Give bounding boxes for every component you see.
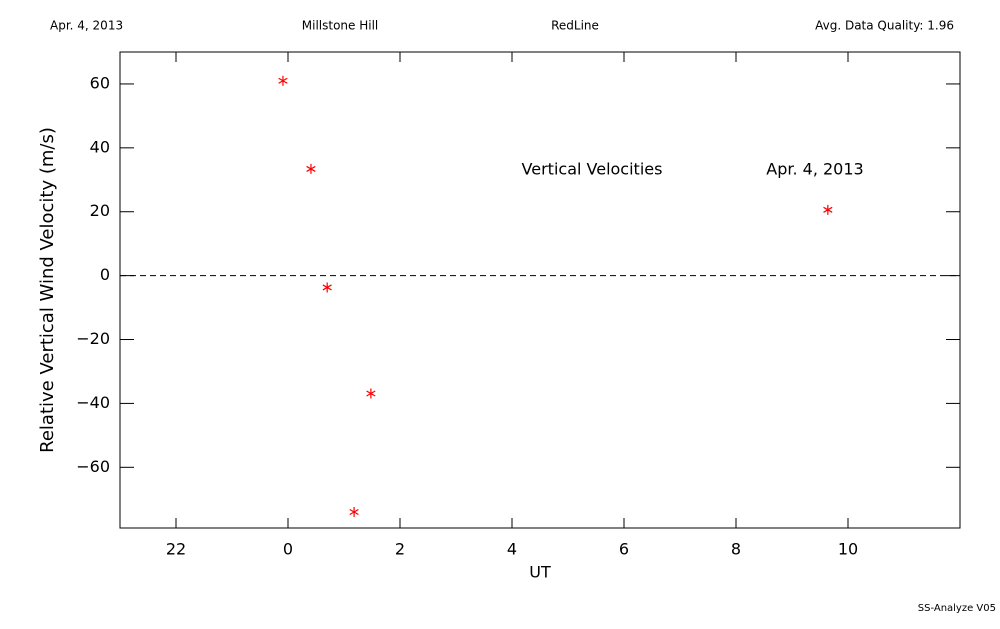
data-point — [349, 507, 359, 518]
y-tick-label: 40 — [90, 137, 110, 156]
x-tick-label: 0 — [283, 540, 293, 559]
y-tick-label: −20 — [76, 329, 110, 348]
data-point — [322, 282, 332, 293]
header-site: Millstone Hill — [302, 19, 378, 33]
x-tick-label: 10 — [838, 540, 858, 559]
x-tick-label: 6 — [619, 540, 629, 559]
y-tick-label: 20 — [90, 201, 110, 220]
annotation: Vertical Velocities — [522, 160, 663, 179]
plot-frame — [119, 51, 961, 529]
x-tick-label: 4 — [507, 540, 517, 559]
header-date: Apr. 4, 2013 — [50, 19, 123, 33]
y-tick-label: −40 — [76, 393, 110, 412]
y-axis-label: Relative Vertical Wind Velocity (m/s) — [37, 127, 58, 453]
footer: SS-Analyze V05 — [918, 603, 996, 614]
data-point — [823, 204, 833, 215]
data-point — [366, 388, 376, 399]
x-axis-label: UT — [529, 563, 551, 582]
annotation: Apr. 4, 2013 — [766, 160, 863, 179]
y-tick-label: 0 — [100, 265, 110, 284]
y-tick-label: −60 — [76, 457, 110, 476]
x-tick-label: 22 — [166, 540, 186, 559]
x-tick-label: 8 — [731, 540, 741, 559]
header-quality: Avg. Data Quality: 1.96 — [815, 19, 954, 33]
data-point — [278, 75, 288, 86]
data-point — [306, 163, 316, 174]
header-line: RedLine — [551, 19, 599, 33]
x-tick-label: 2 — [395, 540, 405, 559]
y-tick-label: 60 — [90, 73, 110, 92]
